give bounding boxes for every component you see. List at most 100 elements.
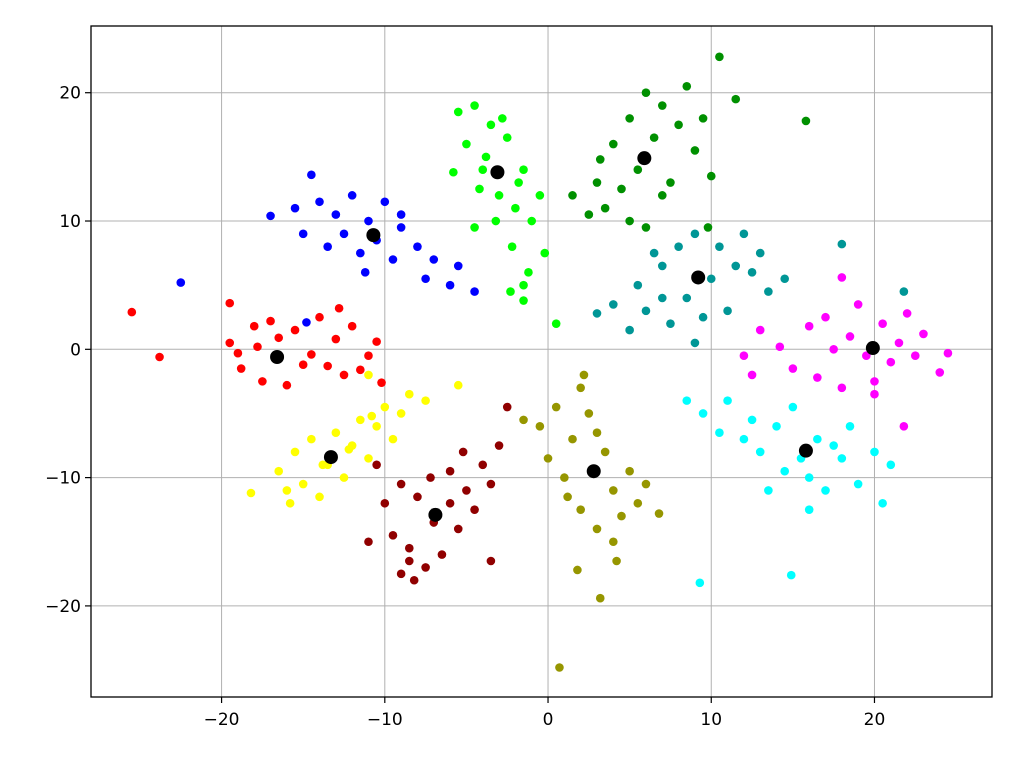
point <box>870 447 879 457</box>
x-tick-label: 20 <box>864 710 886 730</box>
point <box>298 229 308 239</box>
point <box>347 191 357 200</box>
point <box>396 479 406 489</box>
point <box>943 348 953 358</box>
point <box>323 361 332 371</box>
point <box>804 505 814 514</box>
point <box>334 303 344 313</box>
point <box>323 242 332 251</box>
point <box>576 383 585 393</box>
point <box>413 242 422 251</box>
point <box>249 321 259 331</box>
point <box>674 120 683 130</box>
point <box>633 165 643 174</box>
point <box>176 278 186 287</box>
point <box>657 293 667 303</box>
point <box>396 223 406 232</box>
point <box>568 191 577 200</box>
point <box>837 273 847 282</box>
point <box>253 342 262 352</box>
point <box>706 274 716 284</box>
point <box>739 434 749 444</box>
centroid <box>490 165 505 180</box>
point <box>609 486 618 495</box>
point <box>747 415 757 425</box>
point <box>491 216 501 226</box>
point <box>579 370 589 380</box>
point <box>298 360 308 370</box>
point <box>595 593 605 603</box>
point <box>698 312 708 322</box>
point <box>772 421 781 431</box>
point <box>429 255 439 264</box>
point <box>506 287 515 296</box>
point <box>870 389 879 399</box>
point <box>666 319 675 328</box>
point <box>364 454 373 463</box>
point <box>453 107 463 117</box>
point <box>600 203 610 213</box>
point <box>470 287 479 296</box>
point <box>837 239 847 249</box>
point <box>339 473 349 482</box>
point <box>356 415 365 425</box>
point <box>592 309 602 318</box>
point <box>731 261 741 271</box>
point <box>356 248 365 258</box>
x-tick-label: 10 <box>700 710 722 730</box>
point <box>617 511 626 521</box>
point <box>592 428 602 438</box>
point <box>274 466 284 476</box>
point <box>498 114 507 123</box>
point <box>775 342 785 352</box>
point <box>755 325 765 335</box>
point <box>535 421 545 431</box>
point <box>919 329 928 339</box>
point <box>592 178 602 187</box>
point <box>298 479 308 489</box>
point <box>739 229 749 239</box>
point <box>486 556 496 566</box>
point <box>592 524 602 534</box>
x-tick-label: −10 <box>367 710 403 730</box>
point <box>502 133 512 142</box>
point <box>315 312 324 322</box>
point <box>698 409 708 418</box>
point <box>747 370 757 380</box>
point <box>703 223 713 232</box>
point <box>290 325 300 335</box>
point <box>274 333 284 343</box>
point <box>595 155 605 164</box>
plot-frame <box>90 25 993 698</box>
point <box>470 223 479 232</box>
point <box>899 287 909 296</box>
point <box>706 171 716 181</box>
point <box>821 312 830 322</box>
point <box>527 216 537 226</box>
centroid <box>865 341 880 356</box>
point <box>225 338 235 348</box>
point <box>372 460 381 470</box>
point <box>886 357 896 367</box>
point <box>266 316 275 326</box>
point <box>576 505 585 514</box>
point <box>617 184 626 194</box>
point <box>380 197 390 207</box>
point <box>894 338 904 348</box>
point <box>396 210 406 219</box>
point <box>690 146 700 155</box>
point <box>421 274 430 284</box>
point <box>829 345 838 354</box>
point <box>723 396 732 405</box>
point <box>788 364 798 373</box>
point <box>780 466 790 476</box>
centroid <box>798 443 813 458</box>
point <box>821 486 830 495</box>
point <box>372 337 381 346</box>
grid <box>91 26 992 697</box>
centroid <box>586 464 601 479</box>
point <box>426 473 435 482</box>
point <box>524 268 533 277</box>
point <box>649 133 659 142</box>
point <box>641 479 651 489</box>
